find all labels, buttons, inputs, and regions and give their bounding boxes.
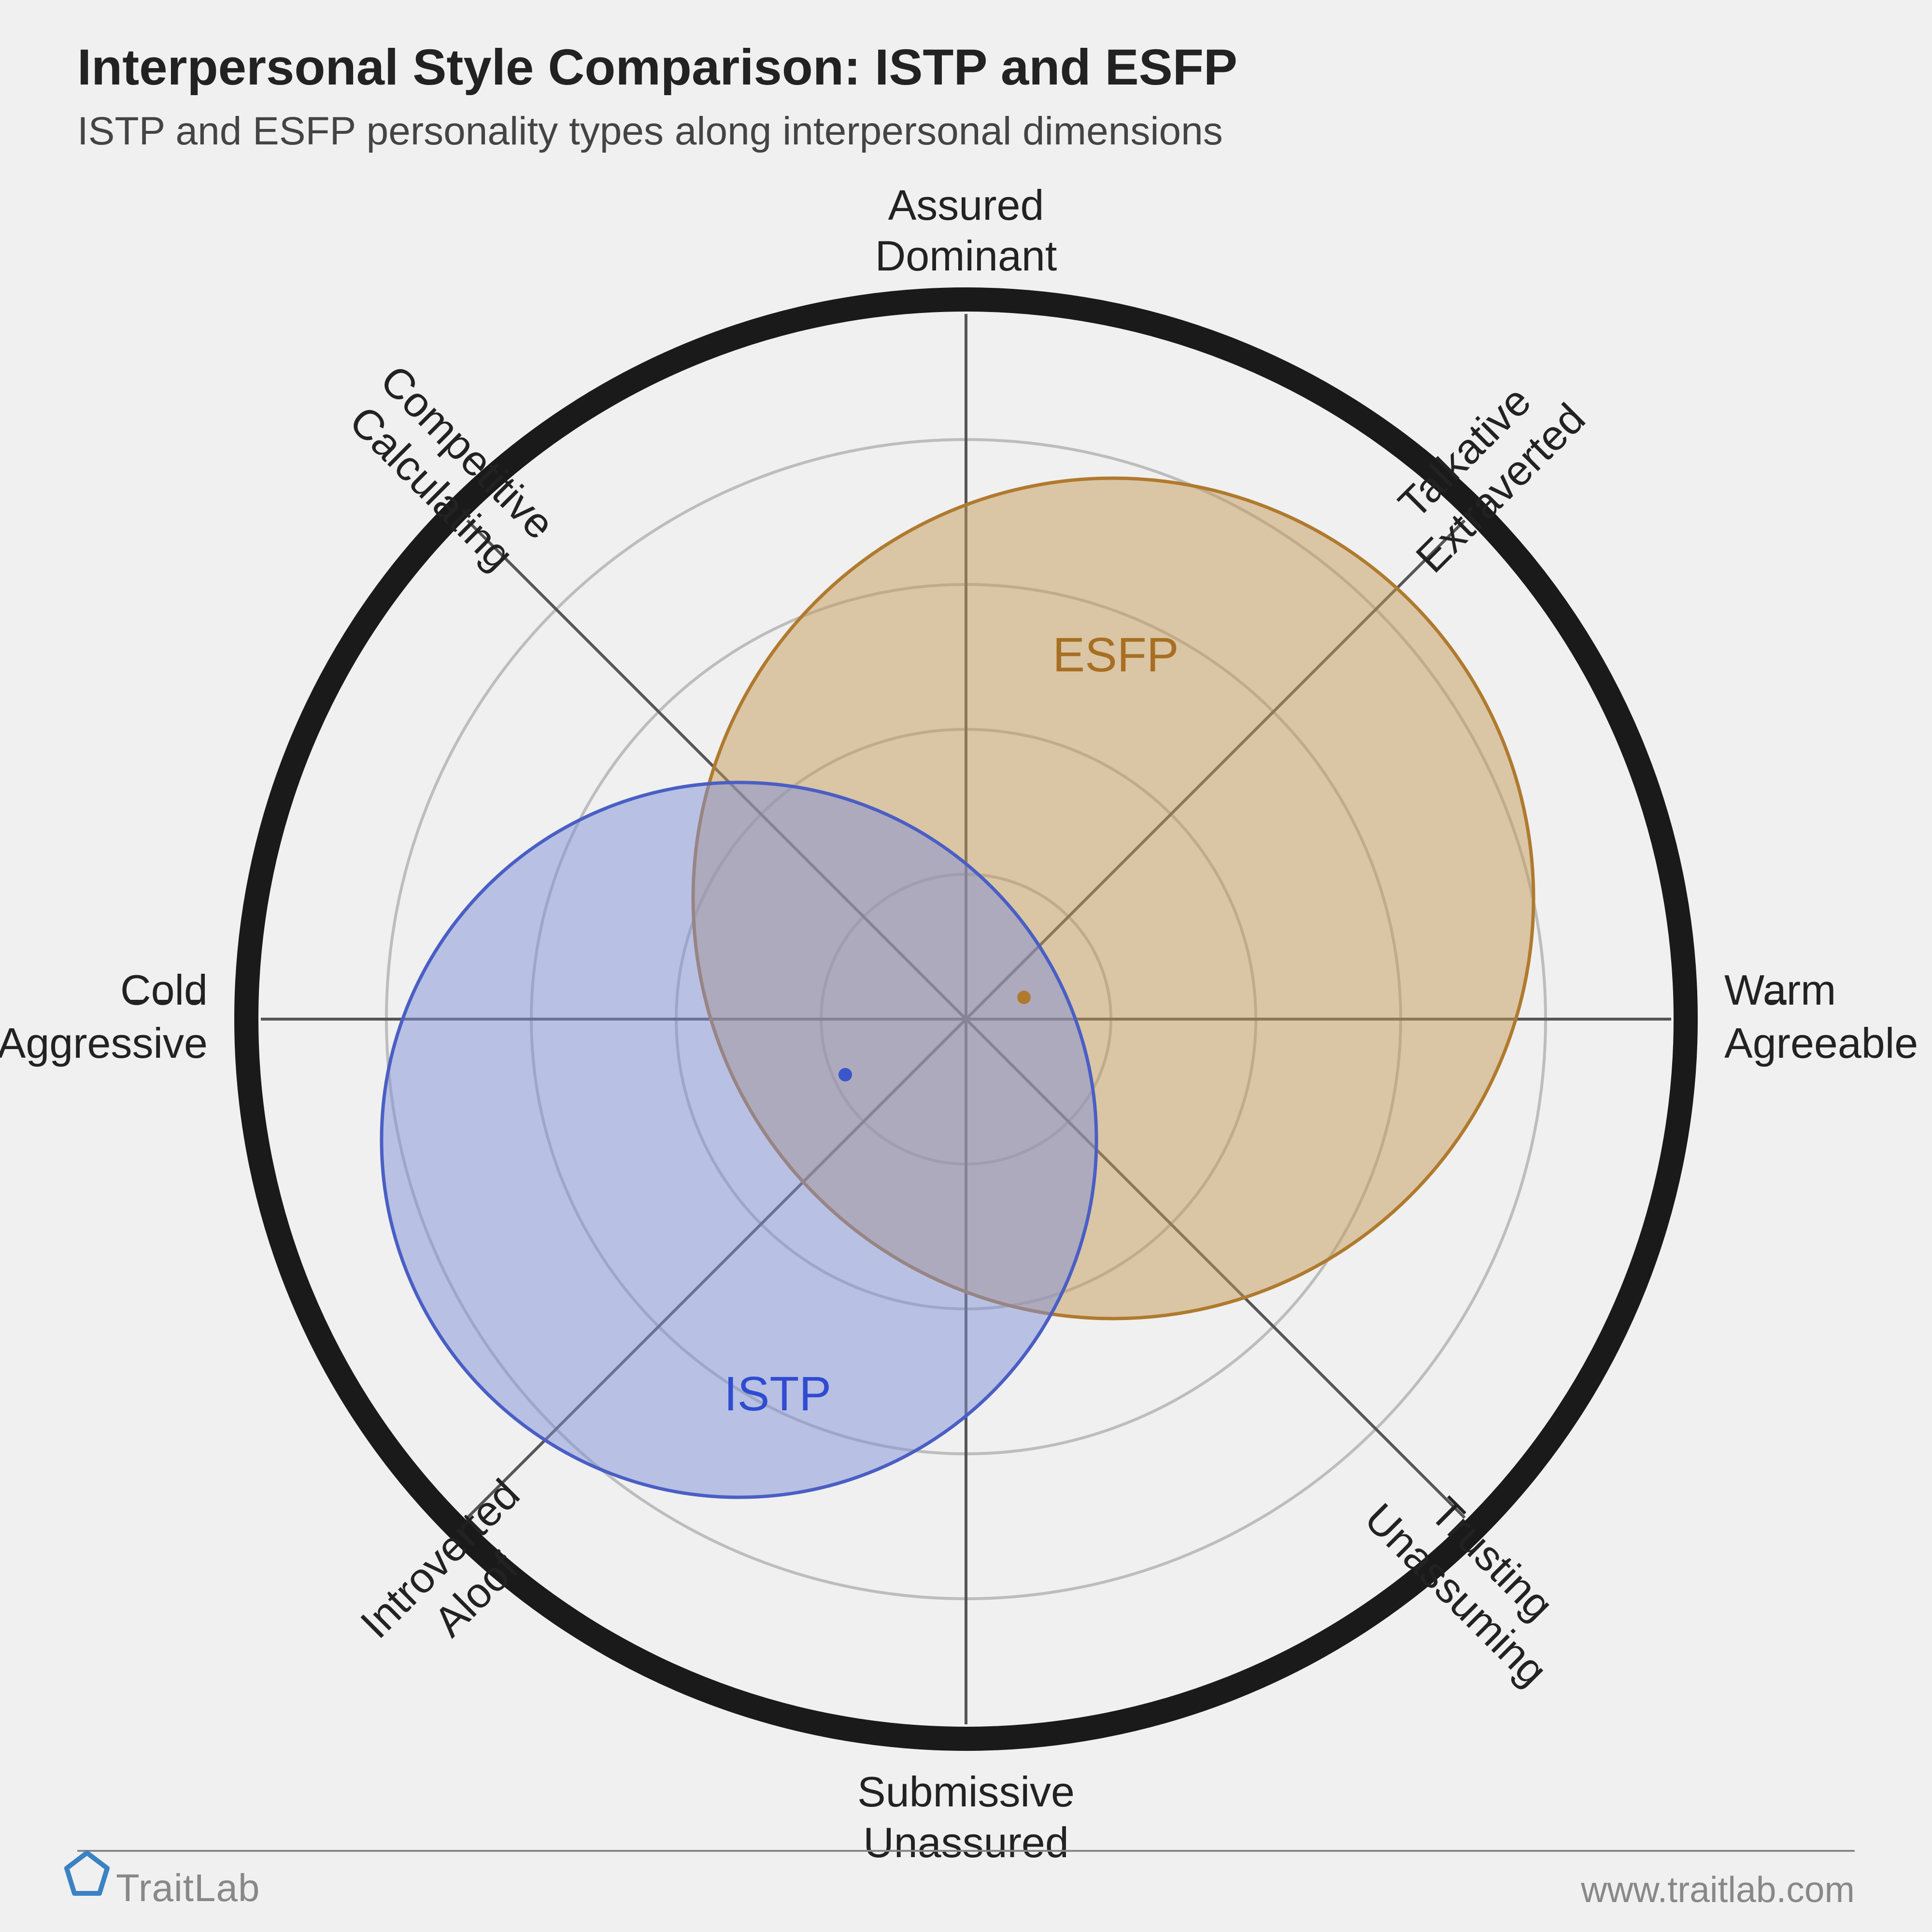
dot-esfp — [1017, 991, 1031, 1004]
axis-label-group: TrustingUnassuming — [1356, 1458, 1592, 1695]
axis-label-group: TalkativeExtraverted — [1371, 358, 1594, 582]
site-label: www.traitlab.com — [1581, 1869, 1855, 1910]
chart-container: Interpersonal Style Comparison: ISTP and… — [0, 0, 1932, 1932]
axis-label-group: CompetitiveCalculating — [335, 356, 564, 584]
axis-label: Aggressive — [0, 1019, 208, 1067]
footer: TraitLab www.traitlab.com — [0, 1850, 1932, 1932]
axis-label: Warm — [1724, 966, 1836, 1014]
traitlab-logo-icon — [63, 1850, 111, 1898]
footer-divider — [77, 1850, 1855, 1852]
axis-label: Dominant — [875, 232, 1057, 280]
brand-label: TraitLab — [116, 1866, 260, 1910]
circumplex-plot: ESFP ISTP AssuredDominant TalkativeExtraver… — [0, 0, 1932, 1932]
axis-label: Submissive — [857, 1768, 1075, 1816]
axis-label: Cold — [120, 966, 208, 1014]
blob-label-istp: ISTP — [724, 1367, 831, 1421]
axis-label: Agreeable — [1724, 1019, 1918, 1067]
dot-istp — [838, 1068, 852, 1081]
axis-label-group: IntrovertedAloof — [351, 1470, 565, 1683]
blob-label-esfp: ESFP — [1052, 628, 1179, 682]
axis-label: Assured — [888, 181, 1044, 229]
